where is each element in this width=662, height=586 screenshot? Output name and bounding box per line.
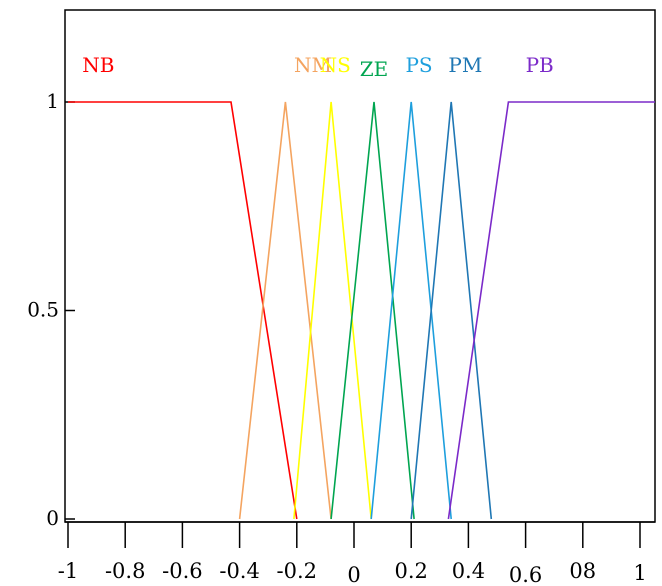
plot-frame: [64, 9, 656, 523]
y-tick-label: 1: [46, 89, 59, 113]
series-line-pb: [447, 101, 655, 520]
series-label-pm: PM: [448, 53, 482, 77]
series-line-nm: [238, 101, 332, 520]
x-tick-label: -0.4: [219, 559, 260, 583]
y-tick-label: 0.5: [27, 298, 59, 322]
x-tick-label: 0.6: [509, 563, 542, 586]
series-label-ze: ZE: [360, 57, 389, 81]
x-tick-label: 0.2: [394, 559, 427, 583]
x-tick-label: 0.4: [452, 559, 485, 583]
x-tick-label: -0.2: [277, 559, 318, 583]
x-tick-label: 1: [633, 561, 646, 585]
y-tick-label: 0: [46, 506, 59, 530]
x-tick-label: 0: [347, 563, 360, 586]
series-line-pm: [410, 101, 493, 520]
series-label-pb: PB: [526, 53, 554, 77]
x-tick-label: 08: [569, 559, 596, 583]
series-line-ps: [370, 101, 452, 520]
series-line-ns: [293, 101, 372, 520]
series-line-nb: [68, 101, 298, 520]
series-label-nb: NB: [82, 53, 114, 77]
x-ticks: -1 -0.8 -0.6 -0.4 -0.2 0 0.2 0.4 0.6 08 1: [58, 522, 647, 586]
x-tick-label: -1: [58, 559, 78, 583]
series-label-ps: PS: [405, 53, 432, 77]
x-tick-label: -0.6: [162, 559, 203, 583]
series-group: [68, 101, 655, 520]
series-label-ns: NS: [320, 53, 351, 77]
series-label-nm: NM: [294, 53, 332, 77]
x-tick-label: -0.8: [105, 559, 146, 583]
series-line-ze: [330, 101, 415, 520]
y-ticks: 00.51: [27, 89, 75, 530]
